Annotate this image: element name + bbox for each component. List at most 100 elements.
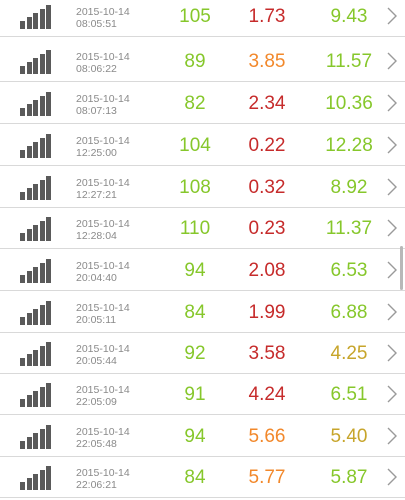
list-row[interactable]: 2015-10-14 22:05:09 91 4.24 6.51 <box>0 374 405 415</box>
list-row[interactable]: 2015-10-14 20:05:11 84 1.99 6.88 <box>0 292 405 333</box>
signal-bars-icon <box>20 466 54 490</box>
row-date: 2015-10-14 <box>76 51 130 63</box>
row-time: 20:05:44 <box>76 355 117 367</box>
row-date: 2015-10-14 <box>76 93 130 105</box>
value-primary: 104 <box>179 135 211 156</box>
row-time: 22:05:48 <box>76 438 117 450</box>
row-time: 08:07:13 <box>76 105 117 117</box>
signal-bars-icon <box>20 217 54 241</box>
chevron-right-icon[interactable] <box>386 468 398 486</box>
row-time: 22:06:21 <box>76 479 117 491</box>
value-primary: 84 <box>184 302 206 323</box>
row-date: 2015-10-14 <box>76 426 130 438</box>
row-time: 12:25:00 <box>76 147 117 159</box>
signal-bars-icon <box>20 176 54 200</box>
value-tertiary: 8.92 <box>330 177 368 198</box>
row-date: 2015-10-14 <box>76 6 130 18</box>
value-primary: 82 <box>184 93 206 114</box>
row-timestamp: 2015-10-14 20:05:44 <box>76 343 156 367</box>
value-secondary: 1.99 <box>248 302 286 323</box>
value-primary: 110 <box>179 218 211 239</box>
list-row[interactable]: 2015-10-14 12:25:00 104 0.22 12.28 <box>0 125 405 166</box>
row-date: 2015-10-14 <box>76 467 130 479</box>
list-row[interactable]: 2015-10-14 20:04:40 94 2.08 6.53 <box>0 250 405 291</box>
list-row[interactable]: 2015-10-14 08:06:22 89 3.85 11.57 <box>0 41 405 82</box>
row-time: 12:28:04 <box>76 230 117 242</box>
row-time: 20:05:11 <box>76 314 117 326</box>
row-time: 08:06:22 <box>76 63 117 75</box>
row-time: 22:05:09 <box>76 396 117 408</box>
value-primary: 89 <box>184 51 206 72</box>
value-tertiary: 12.28 <box>325 135 373 156</box>
signal-bars-icon <box>20 50 54 74</box>
row-timestamp: 2015-10-14 12:28:04 <box>76 218 156 242</box>
list-row[interactable]: 2015-10-14 22:05:48 94 5.66 5.40 <box>0 416 405 457</box>
row-date: 2015-10-14 <box>76 384 130 396</box>
value-secondary: 0.22 <box>248 135 286 156</box>
chevron-right-icon[interactable] <box>386 94 398 112</box>
list-row[interactable]: 2015-10-14 08:05:51 105 1.73 9.43 <box>0 0 405 37</box>
row-timestamp: 2015-10-14 12:27:21 <box>76 177 156 201</box>
value-primary: 92 <box>184 343 206 364</box>
value-secondary: 5.66 <box>248 426 286 447</box>
row-timestamp: 2015-10-14 20:04:40 <box>76 260 156 284</box>
row-timestamp: 2015-10-14 12:25:00 <box>76 135 156 159</box>
signal-bars-icon <box>20 342 54 366</box>
signal-bars-icon <box>20 5 54 29</box>
value-secondary: 3.58 <box>248 343 286 364</box>
value-tertiary: 11.37 <box>325 218 373 239</box>
row-date: 2015-10-14 <box>76 260 130 272</box>
chevron-right-icon[interactable] <box>386 7 398 25</box>
value-tertiary: 5.87 <box>330 467 368 488</box>
chevron-right-icon[interactable] <box>386 303 398 321</box>
row-time: 08:05:51 <box>76 18 117 30</box>
row-timestamp: 2015-10-14 20:05:11 <box>76 302 156 326</box>
list-row[interactable]: 2015-10-14 22:06:21 84 5.77 5.87 <box>0 457 405 498</box>
row-timestamp: 2015-10-14 08:05:51 <box>76 6 156 30</box>
value-secondary: 3.85 <box>248 51 286 72</box>
value-primary: 105 <box>179 6 211 27</box>
value-tertiary: 6.51 <box>330 384 368 405</box>
value-primary: 94 <box>184 260 206 281</box>
chevron-right-icon[interactable] <box>386 219 398 237</box>
signal-bars-icon <box>20 92 54 116</box>
value-secondary: 2.08 <box>248 260 286 281</box>
row-timestamp: 2015-10-14 22:06:21 <box>76 467 156 491</box>
value-secondary: 0.32 <box>248 177 286 198</box>
list-row[interactable]: 2015-10-14 08:07:13 82 2.34 10.36 <box>0 83 405 124</box>
chevron-right-icon[interactable] <box>386 52 398 70</box>
scrollbar[interactable] <box>400 246 403 290</box>
value-tertiary: 5.40 <box>330 426 368 447</box>
value-secondary: 5.77 <box>248 467 286 488</box>
chevron-right-icon[interactable] <box>386 385 398 403</box>
value-tertiary: 6.53 <box>330 260 368 281</box>
value-secondary: 0.23 <box>248 218 286 239</box>
row-time: 12:27:21 <box>76 189 117 201</box>
signal-bars-icon <box>20 134 54 158</box>
row-date: 2015-10-14 <box>76 343 130 355</box>
row-time: 20:04:40 <box>76 272 117 284</box>
chevron-right-icon[interactable] <box>386 344 398 362</box>
list-row[interactable]: 2015-10-14 20:05:44 92 3.58 4.25 <box>0 333 405 374</box>
row-timestamp: 2015-10-14 22:05:48 <box>76 426 156 450</box>
row-date: 2015-10-14 <box>76 218 130 230</box>
chevron-right-icon[interactable] <box>386 136 398 154</box>
row-timestamp: 2015-10-14 22:05:09 <box>76 384 156 408</box>
value-primary: 91 <box>184 384 206 405</box>
list-row[interactable]: 2015-10-14 12:27:21 108 0.32 8.92 <box>0 167 405 208</box>
signal-bars-icon <box>20 425 54 449</box>
signal-bars-icon <box>20 383 54 407</box>
list-row[interactable]: 2015-10-14 12:28:04 110 0.23 11.37 <box>0 208 405 249</box>
chevron-right-icon[interactable] <box>386 261 398 279</box>
value-tertiary: 10.36 <box>325 93 373 114</box>
chevron-right-icon[interactable] <box>386 427 398 445</box>
value-tertiary: 6.88 <box>330 302 368 323</box>
value-secondary: 1.73 <box>248 6 286 27</box>
value-secondary: 4.24 <box>248 384 286 405</box>
chevron-right-icon[interactable] <box>386 178 398 196</box>
value-primary: 108 <box>179 177 211 198</box>
row-timestamp: 2015-10-14 08:07:13 <box>76 93 156 117</box>
value-tertiary: 9.43 <box>330 6 368 27</box>
signal-bars-icon <box>20 259 54 283</box>
